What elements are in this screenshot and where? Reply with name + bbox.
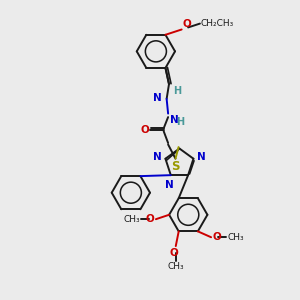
Text: O: O xyxy=(212,232,221,242)
Text: O: O xyxy=(146,214,155,224)
Text: S: S xyxy=(171,160,180,173)
Text: N: N xyxy=(170,115,179,125)
Text: H: H xyxy=(176,116,184,127)
Text: N: N xyxy=(153,93,161,103)
Text: CH₃: CH₃ xyxy=(227,233,244,242)
Text: O: O xyxy=(140,125,149,135)
Text: CH₃: CH₃ xyxy=(123,215,140,224)
Text: O: O xyxy=(170,248,179,257)
Text: H: H xyxy=(173,85,181,96)
Text: CH₂CH₃: CH₂CH₃ xyxy=(201,19,234,28)
Text: N: N xyxy=(197,152,206,162)
Text: O: O xyxy=(182,19,191,28)
Text: N: N xyxy=(153,152,162,162)
Text: CH₃: CH₃ xyxy=(167,262,184,271)
Text: N: N xyxy=(165,180,174,190)
